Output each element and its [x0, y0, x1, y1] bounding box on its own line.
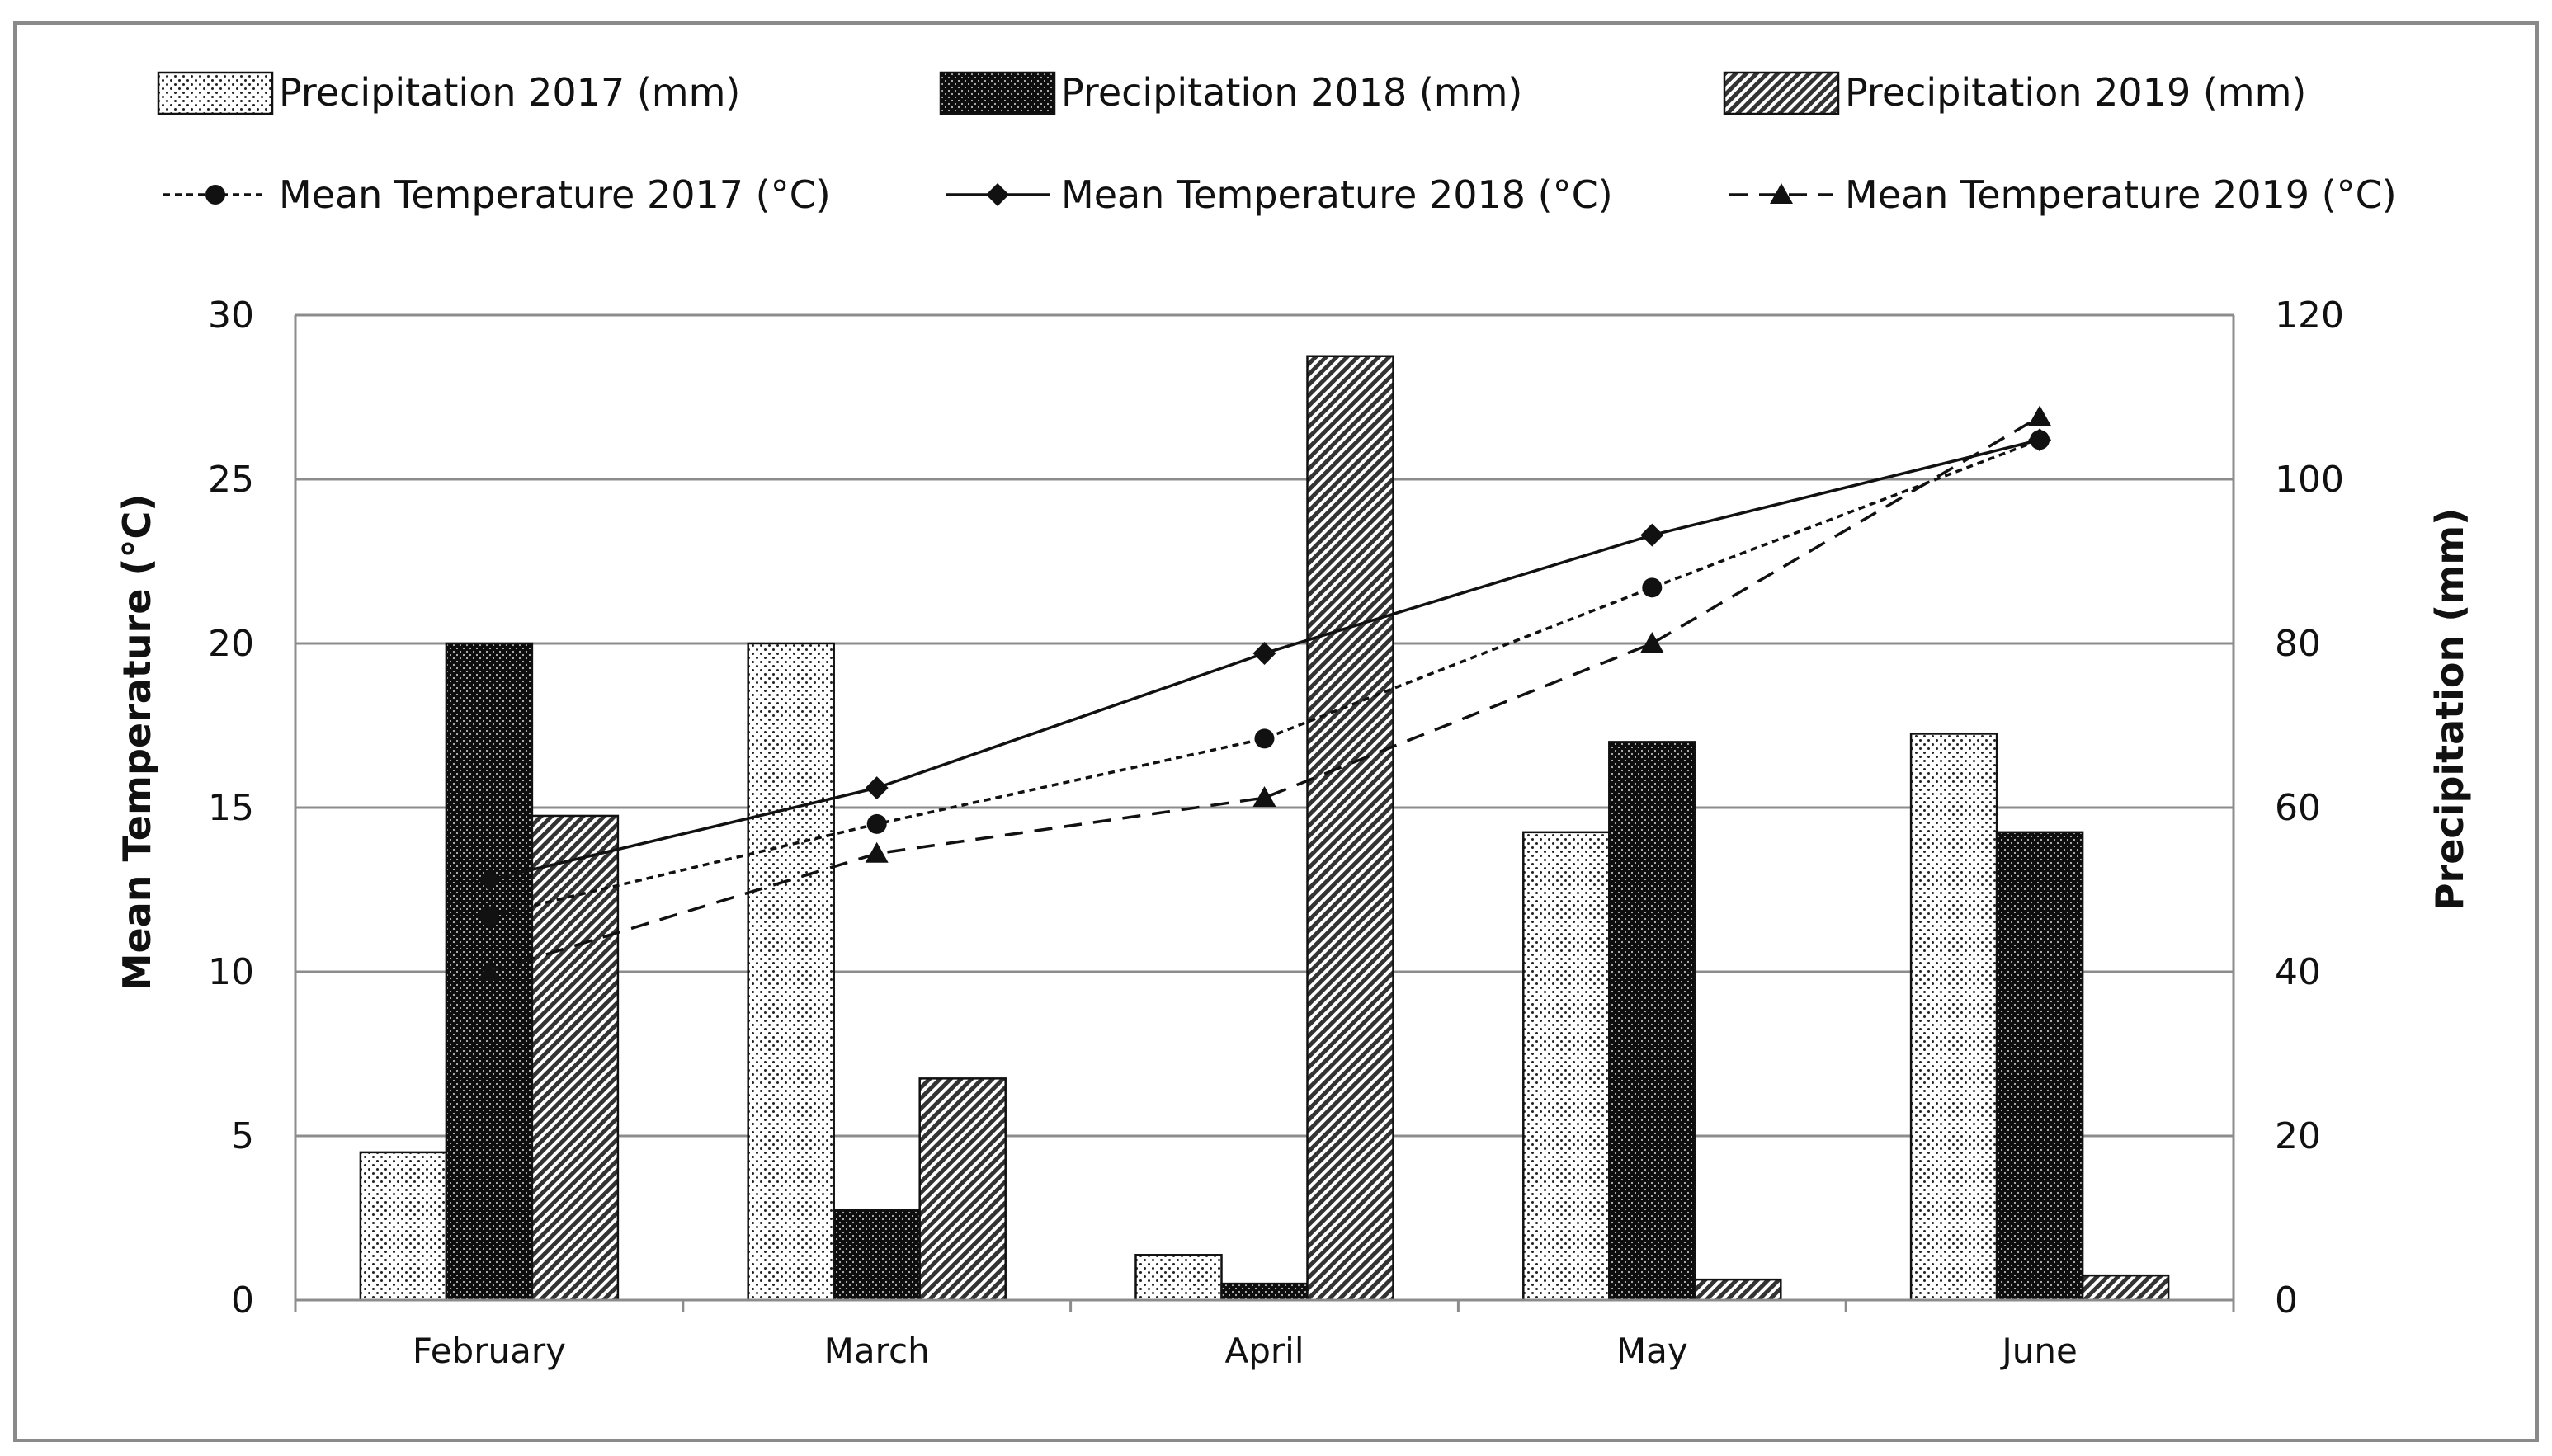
x-tick-label-march: March [824, 1331, 930, 1371]
marker-mean-temperature-2018-c-march [865, 776, 889, 800]
y-right-tick-label: 20 [2275, 1115, 2321, 1157]
bar-precipitation-2017-mm-may [1522, 831, 1611, 1302]
legend-marker-1 [986, 183, 1009, 206]
axes [294, 315, 2235, 1312]
bar-precipitation-2018-mm-april [1220, 1282, 1309, 1302]
marker-mean-temperature-2018-c-february [477, 868, 501, 892]
bar-precipitation-2017-mm-april [1134, 1254, 1223, 1302]
legend-label: Precipitation 2019 (mm) [1845, 70, 2306, 115]
y-right-tick-label: 40 [2275, 951, 2321, 993]
y-right-tick-label: 100 [2275, 459, 2344, 501]
y-left-tick-label: 10 [208, 951, 254, 993]
bar-precipitation-2019-mm-february [531, 814, 620, 1302]
bar-precipitation-2018-mm-march [833, 1209, 921, 1302]
bars [359, 355, 2170, 1302]
marker-mean-temperature-2017-c-may [1642, 577, 1663, 598]
legend-label: Precipitation 2017 (mm) [279, 70, 740, 115]
legend-swatch-2 [1723, 71, 1840, 115]
y-left-axis-title: Mean Temperature (°C) [115, 494, 159, 991]
bar-precipitation-2017-mm-june [1909, 733, 1998, 1302]
tick-labels: 0 5 10 15 20 25 30 0 20 40 60 80 100 120 February March… [208, 294, 2344, 1371]
legend-label: Mean Temperature 2019 (°C) [1845, 172, 2397, 217]
legend-swatch-1 [939, 71, 1056, 115]
y-left-tick-label: 20 [208, 623, 254, 665]
y-right-tick-label: 80 [2275, 623, 2321, 665]
bar-precipitation-2017-mm-february [359, 1151, 448, 1302]
marker-mean-temperature-2017-c-april [1254, 728, 1275, 749]
bar-precipitation-2017-mm-march [747, 642, 835, 1302]
legend-marker-2 [1770, 183, 1793, 204]
y-left-tick-label: 0 [231, 1279, 254, 1322]
x-tick-label-may: May [1616, 1331, 1688, 1371]
y-right-tick-label: 0 [2275, 1279, 2298, 1322]
marker-mean-temperature-2018-c-may [1640, 523, 1664, 547]
legend: Precipitation 2017 (mm) Precipitation 201… [157, 70, 2397, 217]
bar-precipitation-2018-mm-may [1608, 741, 1696, 1302]
legend-label: Precipitation 2018 (mm) [1061, 70, 1522, 115]
marker-mean-temperature-2019-c-june [2028, 405, 2052, 426]
x-tick-label-february: February [413, 1331, 566, 1371]
y-left-tick-label: 15 [208, 787, 254, 829]
marker-mean-temperature-2017-c-march [866, 813, 887, 834]
legend-label: Mean Temperature 2018 (°C) [1061, 172, 1613, 217]
y-left-tick-label: 30 [208, 294, 254, 337]
x-tick-label-april: April [1225, 1331, 1304, 1371]
y-right-tick-label: 60 [2275, 787, 2321, 829]
y-left-tick-label: 5 [231, 1115, 254, 1157]
marker-mean-temperature-2019-c-february [477, 960, 501, 981]
bar-precipitation-2019-mm-april [1306, 355, 1394, 1302]
legend-marker-0 [205, 185, 225, 205]
marker-mean-temperature-2017-c-february [479, 906, 499, 926]
marker-mean-temperature-2018-c-june [2028, 428, 2052, 452]
legend-swatch-0 [157, 71, 274, 115]
y-right-axis-title: Precipitation (mm) [2427, 508, 2472, 911]
line-mean-temperature-2019-c [488, 415, 2040, 973]
bar-precipitation-2019-mm-june [2081, 1274, 2170, 1302]
marker-mean-temperature-2019-c-march [865, 841, 889, 863]
temperature-lines [477, 405, 2052, 981]
legend-label: Mean Temperature 2017 (°C) [279, 172, 831, 217]
bar-precipitation-2018-mm-june [1995, 831, 2084, 1302]
marker-mean-temperature-2018-c-april [1252, 641, 1276, 665]
marker-mean-temperature-2019-c-april [1252, 786, 1276, 808]
x-tick-label-june: June [1999, 1331, 2077, 1371]
bar-precipitation-2019-mm-may [1694, 1278, 1782, 1302]
y-right-tick-label: 120 [2275, 294, 2344, 337]
marker-mean-temperature-2019-c-may [1640, 632, 1664, 653]
bar-precipitation-2019-mm-march [918, 1077, 1007, 1302]
y-left-tick-label: 25 [208, 459, 254, 501]
